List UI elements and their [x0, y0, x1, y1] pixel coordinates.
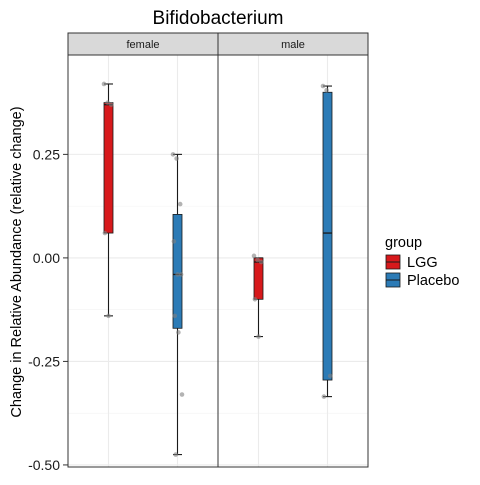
legend-label: Placebo: [407, 273, 459, 289]
data-point: [102, 230, 108, 236]
data-point: [171, 239, 177, 244]
data-point: [324, 87, 329, 93]
data-point: [174, 156, 179, 161]
y-tick-label: 0.25: [33, 146, 60, 162]
y-axis: 0.25 0.00 -0.25 -0.50: [28, 146, 68, 473]
chart-title: Bifidobacterium: [153, 8, 284, 29]
box-male-placebo: [320, 83, 333, 399]
box-female-placebo: [170, 152, 185, 457]
data-point: [176, 330, 181, 335]
y-axis-label: Change in Relative Abundance (relative c…: [9, 106, 25, 417]
facet-panel-female: female: [67, 32, 219, 468]
data-point: [321, 394, 327, 399]
legend: group LGG Placebo: [385, 235, 459, 289]
data-point: [108, 102, 114, 107]
facet-panels: female male: [67, 32, 369, 468]
box-male-lgg: [251, 253, 264, 339]
y-tick-label: -0.25: [28, 353, 60, 369]
data-point: [252, 297, 258, 302]
data-point: [101, 81, 107, 87]
data-point: [251, 253, 257, 259]
legend-entry-lgg: LGG: [385, 254, 438, 271]
data-point: [106, 313, 111, 319]
legend-label: LGG: [407, 255, 438, 271]
data-point: [255, 257, 260, 263]
box-female-lgg: [101, 81, 114, 319]
data-point: [170, 152, 176, 157]
panel-background: [68, 55, 218, 467]
data-point: [256, 334, 261, 339]
facet-panel-male: male: [217, 32, 369, 468]
facet-strip-label: female: [126, 39, 159, 51]
box-iqr: [103, 102, 114, 234]
data-point: [177, 201, 183, 207]
box-iqr: [322, 91, 333, 381]
legend-title: group: [385, 235, 422, 251]
data-point: [179, 392, 185, 397]
y-tick-label: 0.00: [33, 250, 60, 266]
panel-border: [217, 54, 369, 468]
data-point: [172, 313, 178, 319]
data-point: [258, 259, 264, 265]
data-point: [178, 272, 184, 277]
facet-strip-label: male: [281, 39, 305, 51]
y-tick-label: -0.50: [28, 457, 60, 473]
panel-background: [218, 55, 368, 467]
data-point: [105, 100, 110, 105]
data-point: [327, 373, 333, 379]
data-point: [175, 272, 180, 277]
data-point: [173, 452, 178, 457]
legend-entry-placebo: Placebo: [385, 272, 459, 289]
box-iqr: [172, 214, 183, 329]
data-point: [320, 83, 326, 89]
